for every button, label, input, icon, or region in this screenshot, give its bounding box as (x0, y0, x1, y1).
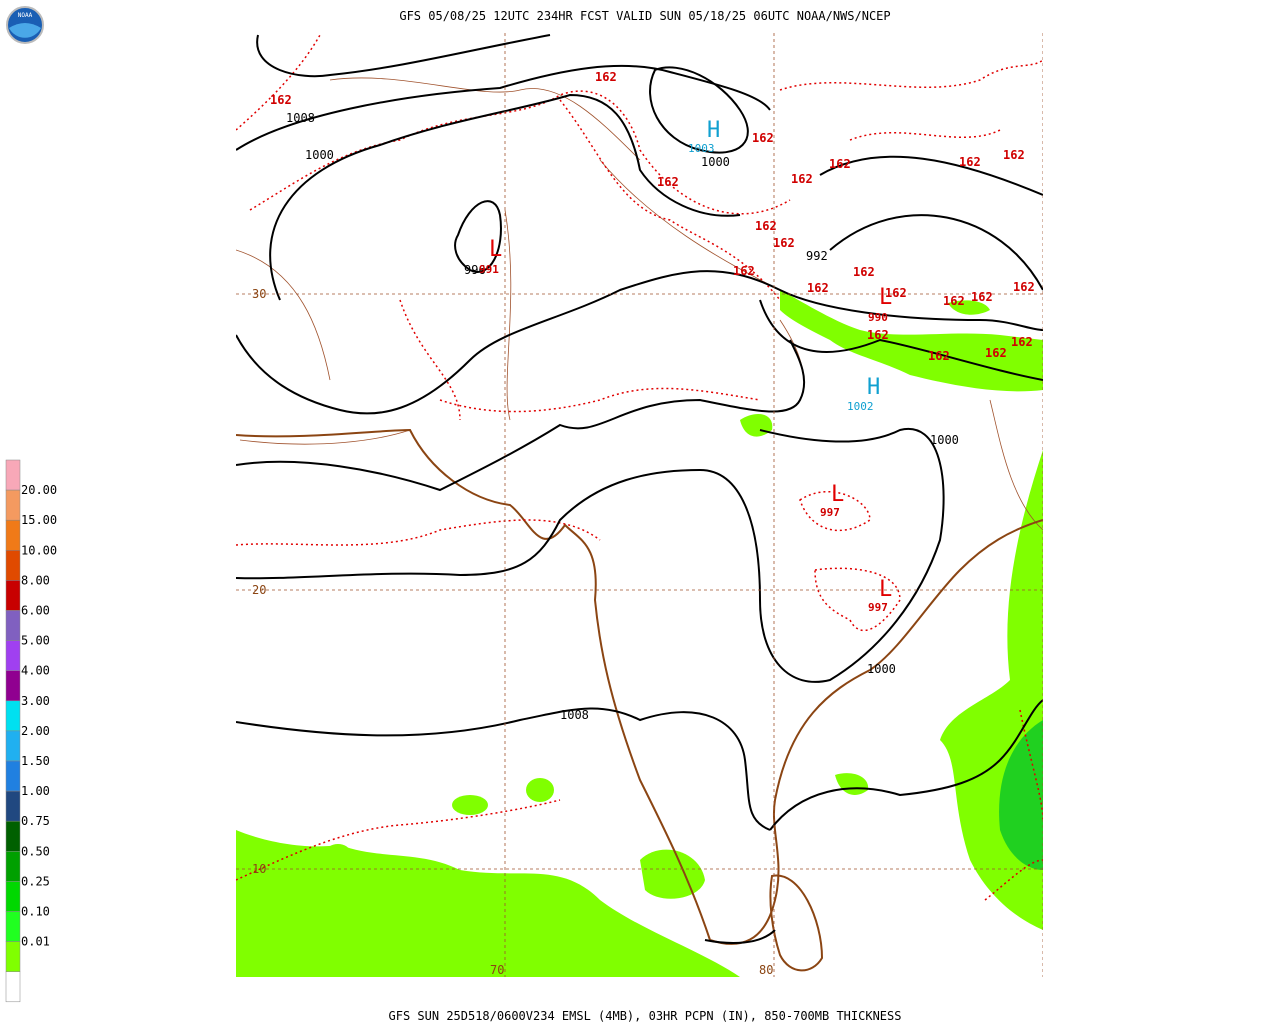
map-area: 30 20 10 70 80 1008 1000 1000 992 1000 1… (236, 33, 1043, 977)
map-caption: GFS SUN 25D518/0600V234 EMSL (4MB), 03HR… (389, 1009, 902, 1023)
legend-swatch (5, 941, 21, 972)
thickness-label: 162 (928, 349, 950, 363)
legend-label: 10.00 (21, 543, 57, 557)
isobar-label: 1000 (305, 148, 334, 162)
legend-label: 0.75 (21, 814, 50, 828)
legend-label: 0.50 (21, 844, 50, 858)
legend-label: 0.25 (21, 874, 50, 888)
low-value: 997 (868, 601, 888, 614)
noaa-logo: NOAA (6, 6, 44, 44)
legend-label: 1.50 (21, 754, 50, 768)
isobar-label: 1000 (930, 433, 959, 447)
thickness-label: 162 (733, 264, 755, 278)
thickness-label: 162 (1003, 148, 1025, 162)
thickness-label: 162 (1013, 280, 1035, 294)
thickness-label: 162 (885, 286, 907, 300)
isobar-label: 1000 (867, 662, 896, 676)
thickness-label: 162 (867, 328, 889, 342)
thickness-label: 162 (959, 155, 981, 169)
legend-label: 6.00 (21, 604, 50, 618)
high-value: 1002 (847, 400, 874, 413)
low-symbol: L (831, 482, 844, 507)
low-value: 997 (820, 506, 840, 519)
thickness-label: 162 (755, 219, 777, 233)
thickness-label: 162 (791, 172, 813, 186)
thickness-label: 162 (1011, 335, 1033, 349)
legend-label: 0.01 (21, 935, 50, 949)
lon-label: 70 (490, 963, 504, 977)
low-symbol: L (489, 237, 502, 262)
legend-label: 2.00 (21, 724, 50, 738)
low-symbol: L (879, 577, 892, 602)
isobar-label: 992 (806, 249, 828, 263)
thickness-label: 162 (829, 157, 851, 171)
legend-label: 15.00 (21, 513, 57, 527)
low-value: 990 (868, 311, 888, 324)
high-value: 1003 (688, 142, 715, 155)
isobar-label: 1000 (701, 155, 730, 169)
lon-label: 80 (759, 963, 773, 977)
legend-label: 1.00 (21, 784, 50, 798)
legend-swatch (5, 550, 21, 581)
lat-label: 30 (252, 287, 266, 301)
legend-swatch (5, 730, 21, 762)
isobar-label: 996 (464, 263, 486, 277)
legend-swatch (5, 610, 21, 641)
legend-swatch (5, 459, 21, 491)
precip-legend: 20.00 15.00 10.00 8.00 6.00 5.00 4.00 3.00 2.00 1… (5, 459, 57, 1003)
thickness-label: 162 (657, 175, 679, 189)
legend-label: 0.10 (21, 905, 50, 919)
low-symbol: L (879, 285, 892, 310)
legend-swatch (5, 519, 21, 551)
legend-swatch (5, 760, 21, 792)
map-title: GFS 05/08/25 12UTC 234HR FCST VALID SUN … (399, 9, 890, 23)
lat-label: 10 (252, 862, 266, 876)
legend-label: 4.00 (21, 664, 50, 678)
legend-swatch (5, 670, 21, 702)
thickness-label: 162 (853, 265, 875, 279)
legend-swatch (5, 971, 21, 1003)
high-symbol: H (867, 375, 880, 400)
legend-swatch (5, 640, 21, 671)
legend-swatch (5, 851, 21, 882)
legend-swatch (5, 911, 21, 942)
thickness-label: 162 (595, 70, 617, 84)
thickness-contours (236, 34, 1043, 901)
thickness-label: 162 (943, 294, 965, 308)
thickness-label: 162 (985, 346, 1007, 360)
legend-label: 20.00 (21, 483, 57, 497)
thickness-label: 162 (752, 131, 774, 145)
legend-swatch (5, 489, 21, 521)
legend-swatch (5, 700, 21, 732)
legend-swatch (5, 790, 21, 822)
legend-label: 3.00 (21, 694, 50, 708)
isobar-label: 1008 (286, 111, 315, 125)
legend-swatch (5, 820, 21, 852)
legend-swatch (5, 580, 21, 611)
thickness-labels: 162 162 162 162 162 162 162 162 162 162 … (270, 70, 1035, 363)
legend-swatch (5, 881, 21, 912)
lat-label: 20 (252, 583, 266, 597)
thickness-label: 162 (773, 236, 795, 250)
low-value: 991 (479, 263, 499, 276)
thickness-label: 162 (270, 93, 292, 107)
logo-text: NOAA (18, 12, 33, 19)
thickness-label: 162 (807, 281, 829, 295)
isobar-label: 1008 (560, 708, 589, 722)
legend-label: 5.00 (21, 634, 50, 648)
precipitation (236, 290, 1043, 977)
high-symbol: H (707, 118, 720, 143)
legend-label: 8.00 (21, 573, 50, 587)
isobars (236, 34, 1043, 944)
thickness-label: 162 (971, 290, 993, 304)
